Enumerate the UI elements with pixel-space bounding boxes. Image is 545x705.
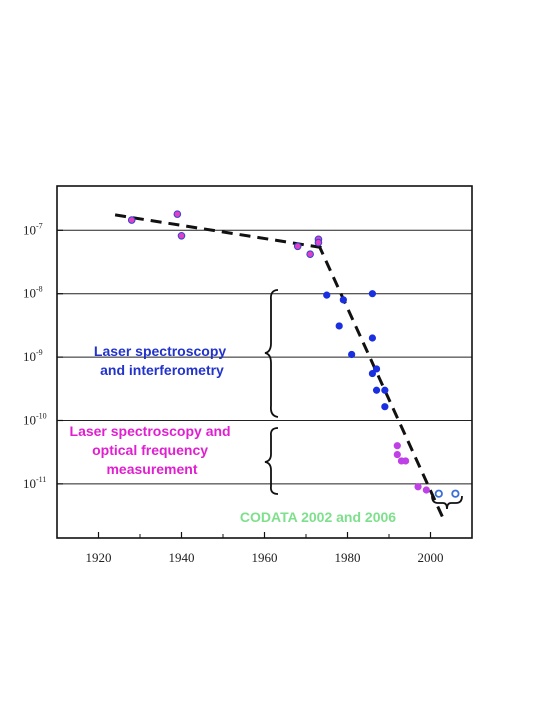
x-tick-label-4: 2000	[418, 550, 444, 565]
y-tick-label-4: 10-11	[23, 475, 46, 491]
y-tick-exponent: -7	[36, 221, 43, 230]
data-points	[127, 210, 460, 498]
y-tick-exponent: -10	[36, 411, 47, 420]
x-tick-label-2: 1960	[252, 550, 278, 565]
x-tick-label-1: 1940	[169, 550, 195, 565]
data-point-early	[293, 242, 302, 251]
trend-line-0	[114, 213, 327, 250]
annotations: Laser spectroscopy and interferometry La…	[70, 289, 463, 525]
y-tick-base: 10	[23, 222, 36, 237]
data-point-laser_interferometry	[368, 334, 377, 342]
data-point-early	[127, 216, 136, 224]
data-point-optical_frequency	[393, 450, 401, 459]
annotation-codata: CODATA 2002 and 2006	[240, 509, 396, 525]
data-point-laser_interferometry	[381, 403, 389, 411]
data-point-codata	[451, 489, 460, 498]
y-tick-base: 10	[23, 412, 36, 427]
y-tick-exponent: -11	[36, 475, 46, 484]
data-point-early	[306, 250, 314, 258]
data-point-early	[173, 210, 182, 218]
data-point-laser_interferometry	[372, 365, 381, 373]
data-point-laser_interferometry	[323, 291, 331, 299]
data-point-early	[314, 238, 323, 247]
data-point-optical_frequency	[402, 457, 410, 465]
data-point-laser_interferometry	[372, 386, 381, 394]
annotation-laser-interferometry: Laser spectroscopy and interferometry	[94, 343, 230, 378]
data-point-laser_interferometry	[348, 350, 356, 359]
y-tick-label-3: 10-10	[23, 411, 47, 427]
trend-line-1	[317, 243, 445, 519]
trend-lines	[114, 213, 445, 519]
data-point-laser_interferometry	[339, 296, 347, 304]
y-tick-base: 10	[23, 286, 36, 301]
data-point-laser_interferometry	[368, 369, 377, 378]
brace-optical-frequency	[264, 427, 279, 495]
y-tick-base: 10	[23, 349, 36, 364]
y-tick-exponent: -8	[36, 285, 43, 294]
x-axis: 1920 1940 1960 1980 2000	[86, 532, 444, 565]
data-point-optical_frequency	[414, 483, 422, 491]
data-point-optical_frequency	[393, 442, 401, 450]
data-point-optical_frequency	[422, 486, 430, 494]
data-point-laser_interferometry	[381, 386, 389, 394]
brace-codata	[431, 495, 463, 510]
data-point-codata	[434, 489, 443, 498]
y-tick-base: 10	[23, 476, 36, 491]
data-point-early	[177, 231, 186, 240]
y-tick-exponent: -9	[36, 348, 43, 357]
x-tick-label-3: 1980	[335, 550, 361, 565]
annotation-optical-frequency: Laser spectroscopy and optical frequency…	[70, 423, 235, 477]
brace-laser-interferometry	[264, 289, 279, 418]
grid	[57, 229, 472, 485]
data-point-laser_interferometry	[368, 290, 377, 298]
data-point-laser_interferometry	[335, 322, 343, 330]
x-tick-label-0: 1920	[86, 550, 112, 565]
y-tick-label-0: 10-7	[23, 221, 43, 237]
y-tick-label-1: 10-8	[23, 285, 43, 301]
y-tick-label-2: 10-9	[23, 348, 43, 364]
